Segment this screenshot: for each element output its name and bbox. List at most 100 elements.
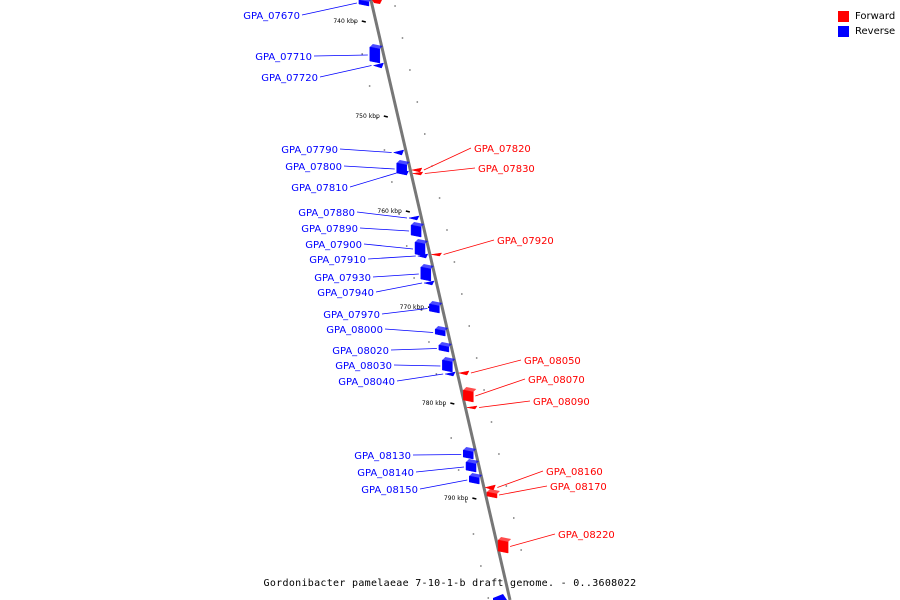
gene-feature-top [415, 239, 429, 244]
scale-label: 780 kbp [422, 400, 447, 407]
legend-reverse-label: Reverse [855, 26, 896, 37]
gene-feature [429, 303, 440, 314]
gene-feature [469, 475, 480, 485]
leader-line [390, 348, 437, 351]
gene-feature [462, 449, 474, 460]
gene-labels: GPA_07670 GPA_07710 GPA_07720 GPA_07790 GPA_… [243, 11, 615, 541]
gene-label[interactable]: GPA_07890 [301, 224, 358, 235]
gene-label[interactable]: GPA_08040 [338, 377, 395, 388]
gene-feature [417, 253, 429, 259]
gene-label[interactable]: GPA_08170 [550, 482, 607, 493]
gene-label[interactable]: GPA_08140 [357, 468, 414, 479]
gene-feature [497, 539, 509, 554]
gene-feature [372, 62, 384, 69]
leader-line [359, 227, 410, 232]
gene-label[interactable]: GPA_08150 [361, 485, 418, 496]
gene-feature [424, 280, 435, 286]
gene-feature-top [463, 387, 477, 392]
leader-line [339, 148, 392, 153]
gene-label[interactable]: GPA_07810 [291, 183, 348, 194]
gene-label[interactable]: GPA_08160 [546, 467, 603, 478]
gene-label[interactable]: GPA_07900 [305, 240, 362, 251]
gene-feature-top [369, 44, 383, 49]
gene-feature-top [486, 489, 500, 494]
gene-label[interactable]: GPA_07720 [261, 73, 318, 84]
leader-line [372, 273, 419, 278]
gene-feature [442, 359, 453, 373]
gene-label[interactable]: GPA_07790 [281, 145, 338, 156]
gene-feature [410, 224, 422, 238]
gene-feature-top [429, 301, 443, 306]
scale-dash [450, 402, 455, 405]
gene-label[interactable]: GPA_08130 [354, 451, 411, 462]
legend-item-forward: Forward [838, 9, 895, 24]
gene-feature [369, 46, 381, 64]
gene-feature [392, 149, 405, 156]
gene-label[interactable]: GPA_07670 [243, 11, 300, 22]
scale-label: 760 kbp [377, 208, 402, 215]
leader-line [509, 533, 556, 547]
gene-label[interactable]: GPA_08090 [533, 397, 590, 408]
leader-line [356, 211, 408, 219]
gene-label[interactable]: GPA_08220 [558, 530, 615, 541]
gene-label[interactable]: GPA_07910 [309, 255, 366, 266]
gene-feature-top [442, 357, 456, 362]
scale-label: 750 kbp [355, 113, 380, 120]
gene-feature [493, 594, 507, 600]
forward-swatch [838, 11, 849, 22]
gene-label[interactable]: GPA_07880 [298, 208, 355, 219]
leader-line [470, 359, 522, 374]
gene-feature-top [358, 0, 371, 2]
gene-label[interactable]: GPA_07800 [285, 162, 342, 173]
gene-feature [412, 171, 424, 176]
leader-line [384, 328, 434, 333]
gene-feature [414, 241, 426, 257]
gene-feature-top [420, 264, 434, 269]
tick-marks [354, 5, 530, 599]
gene-label[interactable]: GPA_07970 [323, 310, 380, 321]
gene-feature [431, 252, 443, 257]
gene-feature-top [411, 222, 425, 227]
leader-line [363, 243, 414, 250]
leader-line [498, 485, 548, 496]
gene-label[interactable]: GPA_07920 [497, 236, 554, 247]
leader-line [301, 2, 358, 16]
gene-label[interactable]: GPA_07930 [314, 273, 371, 284]
gene-label[interactable]: GPA_07820 [474, 144, 531, 155]
gene-label[interactable]: GPA_08020 [332, 346, 389, 357]
leader-line [319, 65, 372, 78]
leader-line [419, 479, 468, 490]
gene-feature-top [435, 326, 449, 331]
gene-feature [445, 371, 456, 377]
gene-label[interactable]: GPA_07710 [255, 52, 312, 63]
gene-feature [438, 344, 450, 353]
gene-feature [434, 328, 446, 337]
leader-line [423, 147, 472, 171]
gene-feature [408, 215, 420, 221]
gene-label[interactable]: GPA_08050 [524, 356, 581, 367]
gene-feature [466, 405, 478, 410]
gene-feature-top [438, 342, 452, 347]
leader-line [497, 470, 544, 488]
gene-label[interactable]: GPA_08030 [335, 361, 392, 372]
scale-label: 740 kbp [333, 18, 358, 25]
gene-feature-top [396, 160, 410, 165]
gene-label[interactable]: GPA_07940 [317, 288, 374, 299]
gene-feature [484, 484, 496, 491]
gene-label[interactable]: GPA_07830 [478, 164, 535, 175]
gene-feature-top [466, 459, 480, 464]
leader-line [478, 400, 531, 408]
gene-feature [458, 370, 470, 376]
leader-line [313, 54, 368, 57]
gene-label[interactable]: GPA_08070 [528, 375, 585, 386]
legend-item-reverse: Reverse [838, 24, 895, 39]
scale-marks: 740 kbp 750 kbp 760 kbp 770 kbp 780 kbp 790 k… [333, 18, 477, 502]
leader-line [424, 167, 476, 174]
scale-label: 770 kbp [400, 304, 425, 311]
gene-label[interactable]: GPA_08000 [326, 325, 383, 336]
gene-feature-top [463, 447, 477, 452]
genome-caption: Gordonibacter pamelaeae 7-10-1-b draft g… [263, 578, 637, 589]
leader-line [475, 378, 526, 397]
leader-line [343, 165, 395, 170]
leader-line [381, 308, 428, 315]
